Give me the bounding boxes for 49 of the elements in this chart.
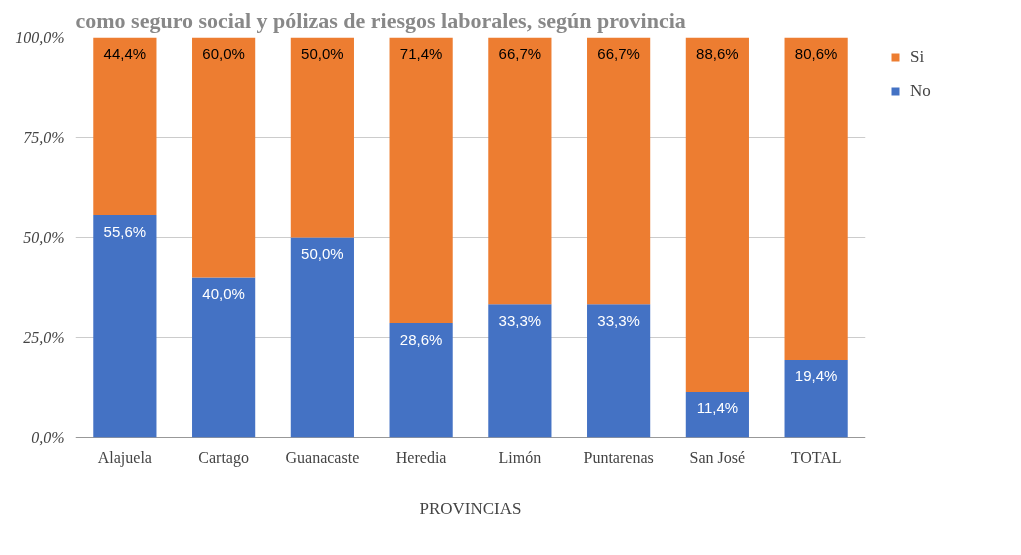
x-tick-label: Limón — [498, 448, 542, 466]
data-label: 88,6% — [696, 45, 739, 62]
bar — [587, 304, 651, 438]
y-tick-label: 100,0% — [15, 29, 65, 46]
x-tick-label: Cartago — [198, 448, 249, 467]
chart-title: como seguro social y pólizas de riesgos laborales, según provincia — [75, 7, 686, 33]
data-label: 19,4% — [794, 367, 838, 385]
bar — [784, 359, 848, 438]
bar — [488, 304, 552, 438]
bar — [290, 37, 354, 238]
bar — [93, 37, 157, 216]
x-tick-label: Alajuela — [97, 448, 152, 467]
x-axis-title: PROVINCIAS — [419, 498, 522, 518]
x-tick-label: Guanacaste — [285, 448, 360, 466]
data-label: 66,7% — [597, 45, 640, 62]
y-tick-label: 75,0% — [23, 129, 65, 146]
bar — [93, 215, 157, 438]
data-label: 50,0% — [301, 45, 344, 62]
x-tick-label: Puntarenas — [583, 448, 654, 466]
bar — [685, 391, 749, 438]
data-label: 11,4% — [696, 399, 739, 417]
x-tick-label: San José — [689, 448, 746, 466]
data-label: 80,6% — [794, 45, 838, 62]
legend-label: No — [910, 81, 931, 101]
data-label: 55,6% — [103, 222, 147, 240]
bar — [290, 237, 354, 438]
bar — [192, 277, 256, 438]
bar — [784, 37, 848, 360]
bar — [389, 37, 453, 324]
data-label: 60,0% — [202, 45, 245, 62]
data-label: 71,4% — [399, 45, 443, 62]
bar — [685, 37, 749, 392]
bar — [389, 323, 453, 438]
data-label: 28,6% — [399, 330, 443, 348]
data-label: 33,3% — [597, 311, 640, 329]
bar — [488, 37, 552, 305]
y-tick-label: 0,0% — [31, 429, 65, 446]
data-label: 50,0% — [301, 245, 344, 262]
data-label: 44,4% — [103, 45, 147, 62]
x-tick-label: Heredia — [395, 448, 447, 466]
y-tick-label: 50,0% — [23, 229, 65, 246]
legend-label: Si — [910, 47, 926, 67]
data-label: 40,0% — [202, 285, 245, 302]
bar — [192, 37, 256, 278]
data-label: 66,7% — [498, 45, 542, 62]
y-tick-label: 25,0% — [23, 329, 65, 346]
bar — [587, 37, 651, 305]
x-tick-label: TOTAL — [790, 448, 842, 466]
data-label: 33,3% — [498, 311, 542, 329]
